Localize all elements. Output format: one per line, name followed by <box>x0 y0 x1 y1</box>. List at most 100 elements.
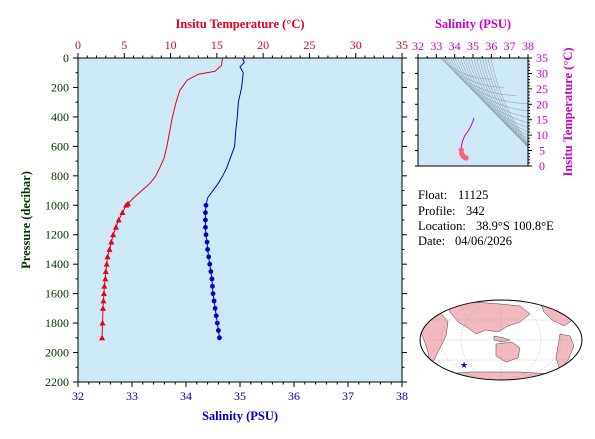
pressure-tick-label: 1000 <box>45 198 69 212</box>
density-contour <box>487 58 528 146</box>
ts-salinity-tick-label: 34 <box>449 39 461 53</box>
salinity-point <box>203 217 208 223</box>
temperature-point <box>99 334 106 341</box>
pressure-tick-label: 1200 <box>45 228 69 242</box>
temperature-tick-label: 35 <box>396 38 408 52</box>
profile-value: 342 <box>466 204 485 218</box>
temperature-point <box>101 283 108 289</box>
temperature-point <box>110 231 117 238</box>
profile-series <box>99 58 245 341</box>
temperature-point <box>112 224 119 230</box>
float-location-marker: ★ <box>460 360 468 370</box>
temperature-point <box>115 216 122 223</box>
salinity-point <box>209 276 215 282</box>
pressure-axis-title: Pressure (decibar) <box>19 171 33 269</box>
map-outline <box>419 299 583 381</box>
land-indonesia <box>493 335 511 343</box>
date-label: Date: <box>418 234 445 248</box>
pressure-tick-label: 200 <box>51 80 69 94</box>
profile-plot-area <box>78 58 402 382</box>
density-contour <box>484 58 528 147</box>
float-label: Float: <box>418 188 447 202</box>
salinity-tick-label: 33 <box>126 389 138 403</box>
temperature-point <box>102 275 109 282</box>
ts-salinity-axis-title: Salinity (PSU) <box>435 17 511 31</box>
salinity-point <box>203 224 208 230</box>
salinity-point <box>210 283 215 289</box>
temperature-tick-label: 5 <box>121 38 127 52</box>
ts-temperature-tick-label: 35 <box>536 51 548 65</box>
temperature-point <box>100 297 107 304</box>
location-label: Location: <box>418 219 466 233</box>
pressure-tick-label: 1600 <box>45 287 69 301</box>
temperature-point <box>106 246 113 252</box>
salinity-point <box>203 210 208 216</box>
land-africa <box>420 311 449 365</box>
density-contour <box>476 58 528 148</box>
pressure-tick-label: 800 <box>51 169 69 183</box>
salinity-point <box>216 328 221 333</box>
salinity-point <box>204 239 210 245</box>
temperature-tick-label: 15 <box>211 38 223 52</box>
temperature-point <box>99 305 106 311</box>
temperature-point <box>123 202 130 208</box>
land-europe <box>429 300 453 311</box>
salinity-point <box>213 313 219 319</box>
ts-temperature-tick-label: 30 <box>536 66 548 80</box>
pressure-tick-label: 2000 <box>45 346 69 360</box>
temperature-tick-label: 0 <box>75 38 81 52</box>
pressure-tick-label: 1400 <box>45 257 69 271</box>
temperature-point <box>103 260 110 267</box>
land-asia <box>447 300 531 335</box>
salinity-point <box>207 261 213 267</box>
ts-temperature-tick-label: 0 <box>539 159 545 173</box>
profile-label: Profile: <box>418 204 456 218</box>
salinity-tick-label: 35 <box>234 389 246 403</box>
temperature-tick-label: 30 <box>350 38 362 52</box>
profile-axis-ticks: 0 5 10 15 20 25 30 35 32 33 34 35 36 37 38 0 200 400 600 80… <box>45 38 408 403</box>
ts-temperature-tick-label: 10 <box>536 128 548 142</box>
salinity-tick-label: 34 <box>180 389 192 403</box>
pressure-tick-label: 400 <box>51 110 69 124</box>
pressure-tick-label: 0 <box>63 51 69 65</box>
pressure-tick-label: 1800 <box>45 316 69 330</box>
temperature-point <box>99 319 106 326</box>
salinity-point <box>203 202 209 208</box>
ts-salinity-tick-label: 33 <box>430 39 442 53</box>
salinity-point <box>203 232 209 238</box>
temperature-point <box>104 253 111 260</box>
temperature-tick-label: 10 <box>165 38 177 52</box>
salinity-tick-label: 36 <box>288 389 300 403</box>
pressure-tick-label: 2200 <box>45 375 69 389</box>
float-value: 11125 <box>458 188 488 202</box>
temperature-point <box>108 238 115 245</box>
ts-plot-frame <box>417 57 529 167</box>
ts-salinity-tick-label: 35 <box>467 39 479 53</box>
density-contour <box>479 58 528 148</box>
salinity-point <box>211 298 217 304</box>
temperature-point <box>119 209 126 216</box>
ts-temperature-tick-label: 15 <box>536 113 548 127</box>
land-australia <box>495 341 521 363</box>
world-map: ★ <box>419 299 583 381</box>
temperature-point <box>100 290 107 297</box>
ts-point <box>458 147 464 153</box>
ts-salinity-tick-label: 36 <box>485 39 497 53</box>
salinity-axis-title: Salinity (PSU) <box>202 409 278 423</box>
ts-temperature-tick-label: 25 <box>536 82 548 96</box>
density-contour <box>490 58 528 144</box>
salinity-point <box>212 305 218 311</box>
ts-salinity-tick-label: 38 <box>522 39 534 53</box>
salinity-point <box>208 269 214 274</box>
salinity-point <box>205 247 211 252</box>
salinity-tick-label: 32 <box>72 389 84 403</box>
temperature-tick-label: 20 <box>257 38 269 52</box>
ts-plot-area <box>418 58 528 166</box>
pressure-tick-label: 600 <box>51 139 69 153</box>
salinity-point <box>210 291 216 297</box>
density-contour <box>482 58 528 148</box>
date-value: 04/06/2026 <box>455 234 512 248</box>
